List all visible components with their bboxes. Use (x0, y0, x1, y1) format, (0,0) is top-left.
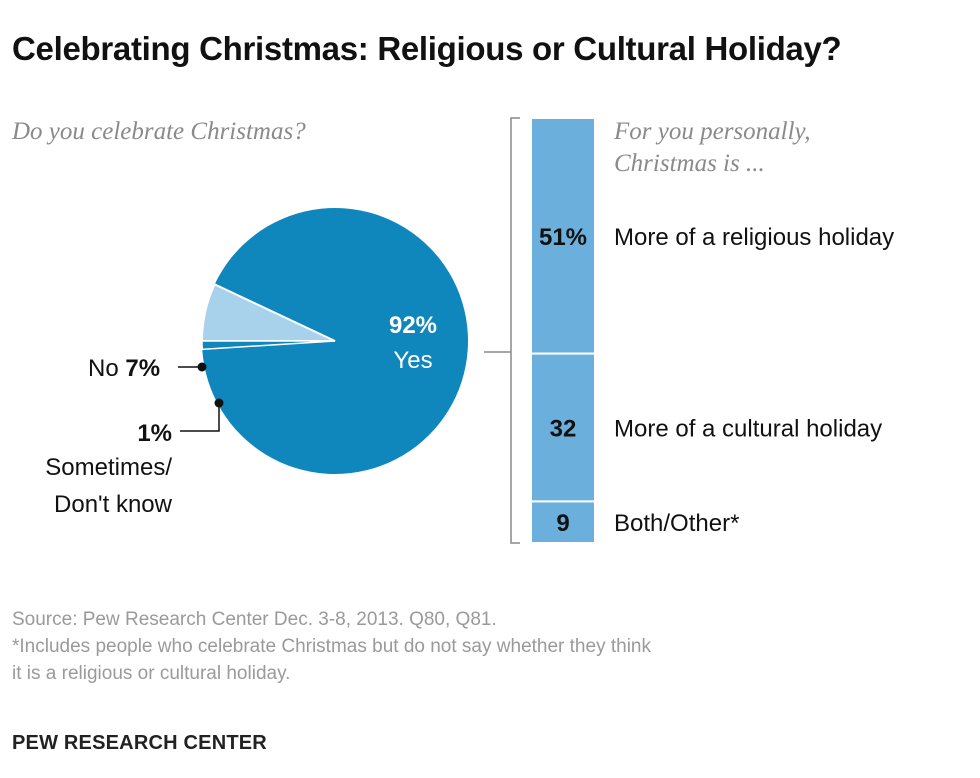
bar-bracket (510, 117, 520, 544)
bar-question-line-2: Christmas is ... (614, 150, 765, 177)
pie-callout-line-dont-know (180, 403, 220, 432)
bar-value-cultural: 32 (550, 416, 577, 443)
bar-question: For you personally, Christmas is ... (614, 116, 954, 180)
footnote-line-2: it is a religious or cultural holiday. (12, 663, 291, 684)
pie-label-yes: Yes (393, 347, 432, 374)
brand-label: PEW RESEARCH CENTER (12, 732, 267, 754)
bar-segment-religious (530, 117, 596, 355)
bar-segment-both-other (530, 500, 596, 545)
source-note: Source: Pew Research Center Dec. 3-8, 20… (12, 609, 497, 630)
bar-value-both-other: 9 (556, 510, 569, 537)
bar-category-both-other: Both/Other* (614, 510, 739, 537)
footnote-line-1: *Includes people who celebrate Christmas… (12, 636, 651, 657)
pie-label-no: No 7% (88, 355, 160, 382)
bar-question-line-1: For you personally, (614, 118, 811, 145)
notes: Source: Pew Research Center Dec. 3-8, 20… (12, 606, 912, 687)
bar-category-religious: More of a religious holiday (614, 224, 894, 251)
pie-label-dont-know-line-2: Don't know (54, 491, 173, 518)
chart-title: Celebrating Christmas: Religious or Cult… (12, 30, 842, 67)
bar-value-religious: 51% (539, 224, 587, 251)
chart-canvas: 92% Yes No 7% 1% Sometimes/Don't know 51% More… (45, 117, 894, 545)
bar-category-cultural: More of a cultural holiday (614, 416, 882, 443)
pie-label-dont-know-value: 1% (137, 420, 172, 447)
pie-label-yes-value: 92% (389, 312, 437, 339)
bar-segment-cultural (530, 352, 596, 503)
pie-slice-dont-know (201, 340, 336, 351)
pie-label-dont-know-line-1: Sometimes/ (45, 454, 172, 481)
pie-question: Do you celebrate Christmas? (12, 118, 306, 145)
